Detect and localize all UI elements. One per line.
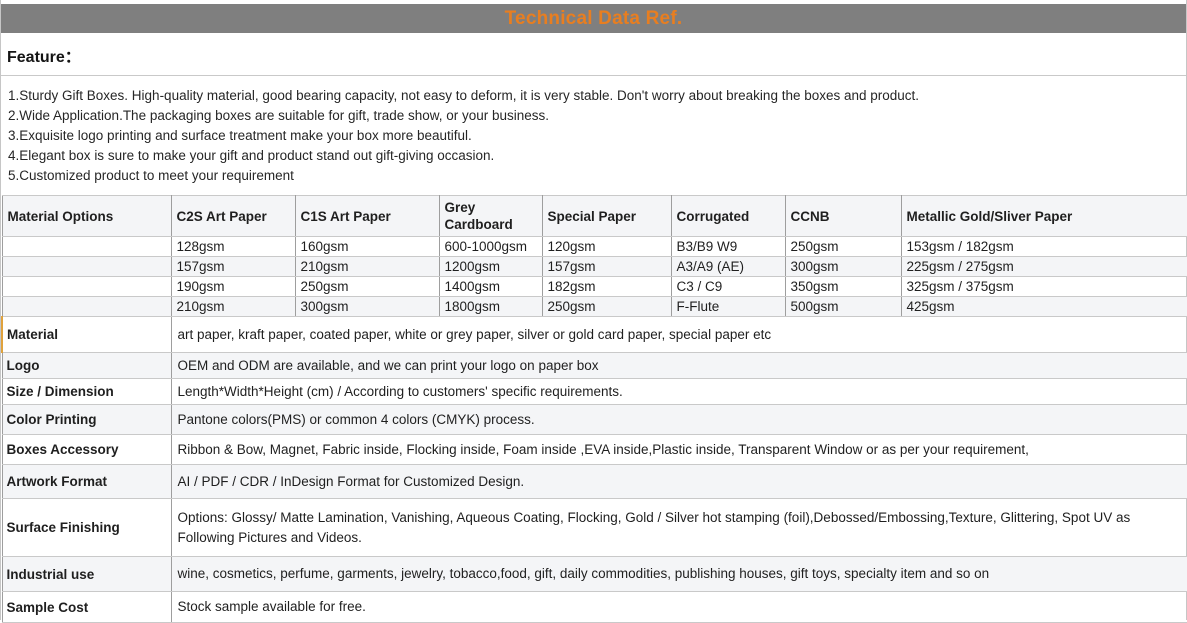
spec-row-value: Pantone colors(PMS) or common 4 colors (…: [170, 404, 1187, 435]
materials-cell: 250gsm: [294, 276, 440, 297]
materials-body: 128gsm 160gsm 600-1000gsm 120gsm B3/B9 W9 250…: [1, 236, 1187, 317]
materials-cell: B3/B9 W9: [670, 236, 786, 257]
materials-cell: [1, 296, 172, 317]
feature-item: 4.Elegant box is sure to make your gift …: [8, 148, 495, 163]
feature-heading: Feature：: [1, 33, 1186, 76]
materials-header-cell: C2S Art Paper: [170, 195, 296, 237]
materials-header: Material Options C2S Art Paper C1S Art Pap…: [1, 195, 1187, 237]
spec-row-label: Sample Cost: [1, 591, 172, 623]
spec-row-label: Surface Finishing: [1, 498, 172, 557]
spec-row: Logo OEM and ODM are available, and we ca…: [1, 352, 1187, 379]
materials-row: 128gsm 160gsm 600-1000gsm 120gsm B3/B9 W9 250…: [1, 236, 1187, 257]
spec-row: Surface Finishing Options: Glossy/ Matte …: [1, 498, 1187, 557]
materials-cell: [1, 236, 172, 257]
spec-row: Artwork Format AI / PDF / CDR / InDesign …: [1, 464, 1187, 499]
materials-cell: 210gsm: [170, 296, 296, 317]
materials-row: 190gsm 250gsm 1400gsm 182gsm C3 / C9 350gsm 32…: [1, 276, 1187, 297]
spec-row-label: Artwork Format: [1, 464, 172, 499]
materials-cell: A3/A9 (AE): [670, 256, 786, 277]
feature-item: 2.Wide Application.The packaging boxes a…: [8, 108, 550, 123]
spec-row-label: Material: [1, 316, 172, 353]
spec-row-value: wine, cosmetics, perfume, garments, jewe…: [170, 556, 1187, 592]
feature-item: 3.Exquisite logo printing and surface tr…: [8, 128, 472, 143]
materials-header-cell: Material Options: [1, 195, 172, 237]
spec-row-label: Industrial use: [1, 556, 172, 592]
page-title: Technical Data Ref.: [504, 7, 683, 29]
materials-header-cell: Special Paper: [541, 195, 672, 237]
materials-cell: 350gsm: [784, 276, 902, 297]
materials-cell: C3 / C9: [670, 276, 786, 297]
materials-cell: 1400gsm: [438, 276, 543, 297]
spec-row-value: Stock sample available for free.: [170, 591, 1187, 623]
materials-row: 157gsm 210gsm 1200gsm 157gsm A3/A9 (AE) 300gs…: [1, 256, 1187, 277]
materials-cell: 600-1000gsm: [438, 236, 543, 257]
materials-cell: 1800gsm: [438, 296, 543, 317]
materials-cell: 250gsm: [784, 236, 902, 257]
feature-item: 1.Sturdy Gift Boxes. High-quality materi…: [8, 88, 920, 103]
materials-cell: [1, 276, 172, 297]
materials-header-cell: Metallic Gold/Sliver Paper: [900, 195, 1187, 237]
spec-row-value: AI / PDF / CDR / InDesign Format for Cus…: [170, 464, 1187, 499]
materials-header-cell: Corrugated: [670, 195, 786, 237]
spec-row-value: art paper, kraft paper, coated paper, wh…: [170, 316, 1187, 353]
materials-cell: 157gsm: [170, 256, 296, 277]
materials-cell: 160gsm: [294, 236, 440, 257]
materials-cell: 1200gsm: [438, 256, 543, 277]
spec-row: Sample Cost Stock sample available for fr…: [1, 591, 1187, 623]
spec-row-label: Color Printing: [1, 404, 172, 435]
spec-row: Color Printing Pantone colors(PMS) or com…: [1, 404, 1187, 435]
spec-row: Industrial use wine, cosmetics, perfume, …: [1, 556, 1187, 592]
spec-row: Boxes Accessory Ribbon & Bow, Magnet, Fab…: [1, 434, 1187, 465]
materials-cell: 157gsm: [541, 256, 672, 277]
spec-body: Material art paper, kraft paper, coated p…: [1, 316, 1187, 623]
spec-row-label: Logo: [1, 352, 172, 379]
feature-item: 5.Customized product to meet your requir…: [8, 168, 294, 183]
materials-header-cell: CCNB: [784, 195, 902, 237]
materials-cell: 153gsm / 182gsm: [900, 236, 1187, 257]
spec-row-label: Size / Dimension: [1, 378, 172, 405]
materials-cell: 300gsm: [784, 256, 902, 277]
spec-table: Material Options C2S Art Paper C1S Art Pap…: [1, 195, 1187, 623]
materials-cell: 300gsm: [294, 296, 440, 317]
materials-cell: F-Flute: [670, 296, 786, 317]
spec-row-value: Ribbon & Bow, Magnet, Fabric inside, Flo…: [170, 434, 1187, 465]
materials-header-cell: Grey Cardboard: [438, 195, 543, 237]
spec-row-label: Boxes Accessory: [1, 434, 172, 465]
materials-cell: 225gsm / 275gsm: [900, 256, 1187, 277]
spec-row-value: OEM and ODM are available, and we can pr…: [170, 352, 1187, 379]
spec-row: Material art paper, kraft paper, coated p…: [1, 316, 1187, 353]
materials-cell: 500gsm: [784, 296, 902, 317]
materials-cell: 182gsm: [541, 276, 672, 297]
materials-cell: 120gsm: [541, 236, 672, 257]
title-bar: Technical Data Ref.: [1, 4, 1186, 33]
materials-row: 210gsm 300gsm 1800gsm 250gsm F-Flute 500gsm 42…: [1, 296, 1187, 317]
spec-row-value: Options: Glossy/ Matte Lamination, Vanis…: [170, 498, 1187, 557]
materials-cell: 128gsm: [170, 236, 296, 257]
materials-cell: 210gsm: [294, 256, 440, 277]
materials-cell: [1, 256, 172, 277]
materials-header-row: Material Options C2S Art Paper C1S Art Pap…: [1, 195, 1187, 237]
spec-row: Size / Dimension Length*Width*Height (cm)…: [1, 378, 1187, 405]
feature-list: 1.Sturdy Gift Boxes. High-quality materi…: [1, 76, 1186, 195]
materials-cell: 325gsm / 375gsm: [900, 276, 1187, 297]
materials-header-cell: C1S Art Paper: [294, 195, 440, 237]
materials-cell: 250gsm: [541, 296, 672, 317]
materials-cell: 425gsm: [900, 296, 1187, 317]
materials-cell: 190gsm: [170, 276, 296, 297]
spec-row-value: Length*Width*Height (cm) / According to …: [170, 378, 1187, 405]
